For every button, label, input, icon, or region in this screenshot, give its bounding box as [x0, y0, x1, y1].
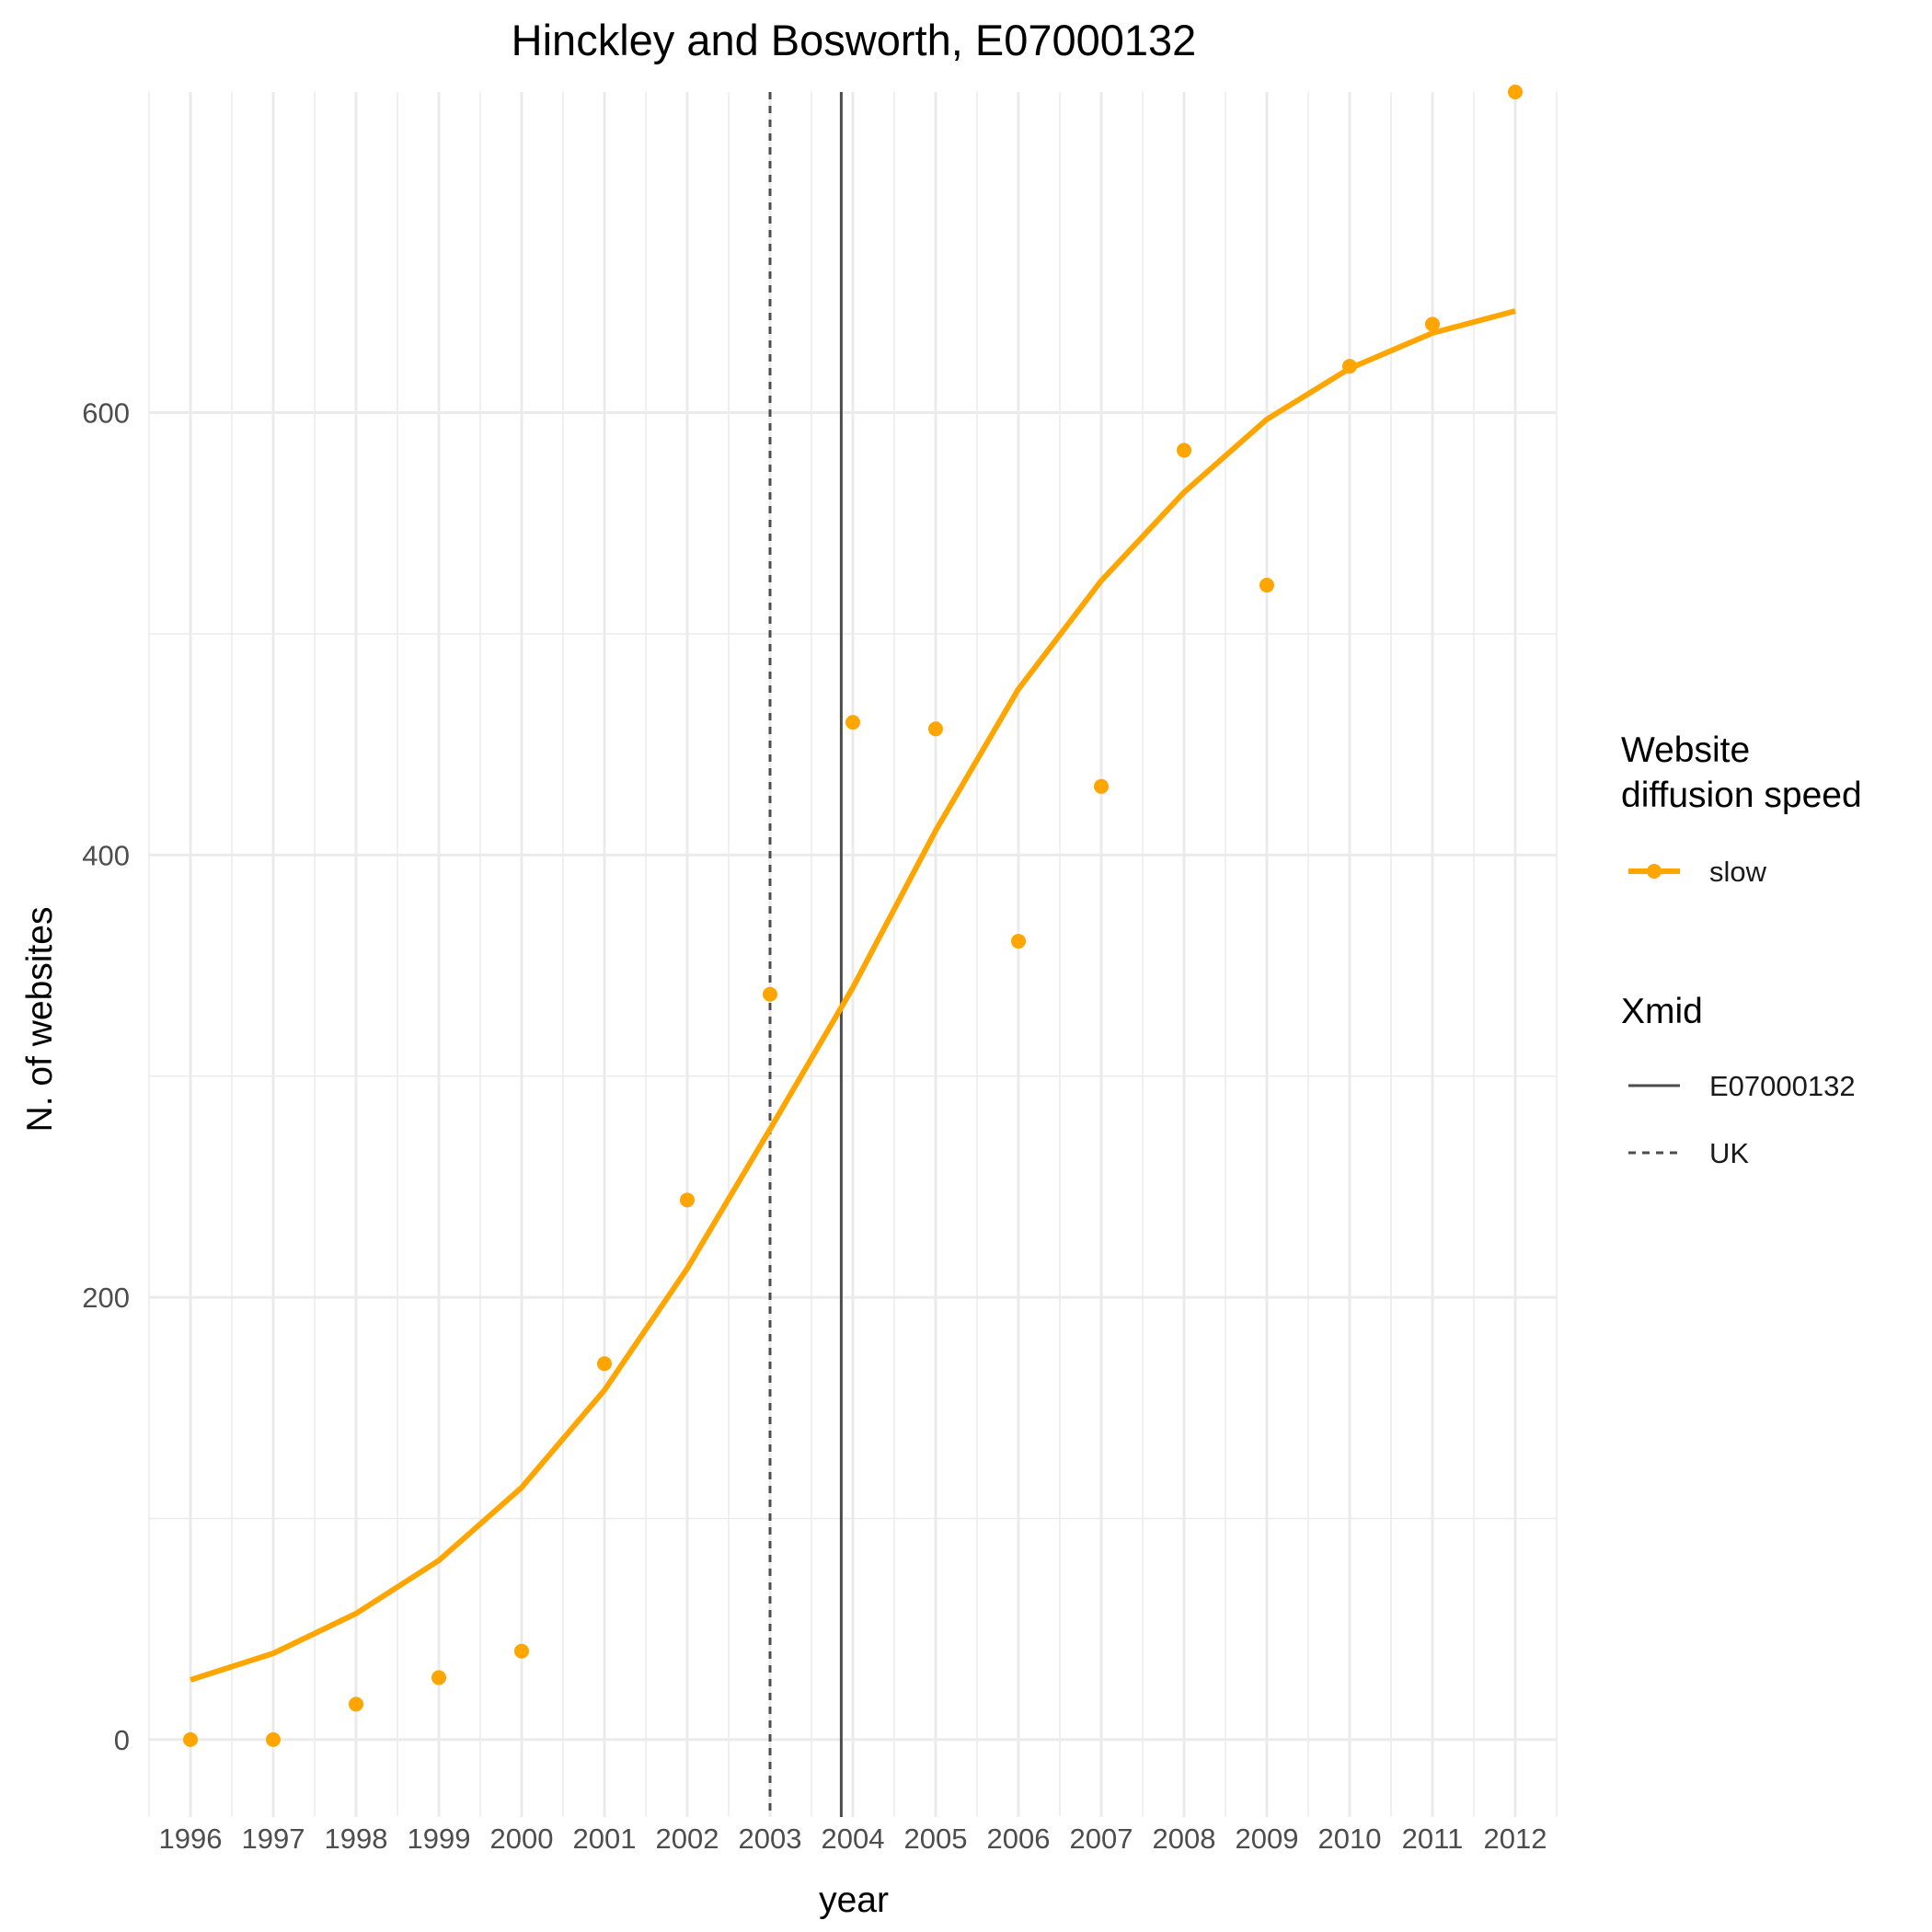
x-tick-label: 2011 [1402, 1823, 1464, 1855]
chart-title: Hinckley and Bosworth, E07000132 [512, 16, 1197, 64]
x-tick-label: 2007 [1070, 1823, 1133, 1855]
x-tick-label: 2004 [822, 1823, 885, 1855]
legend-label-e07000132: E07000132 [1709, 1070, 1856, 1102]
legend-title-line-2: diffusion speed [1621, 776, 1862, 815]
x-tick-label: 2006 [987, 1823, 1051, 1855]
data-point-2000 [514, 1643, 529, 1659]
x-tick-label: 2002 [656, 1823, 719, 1855]
data-point-2003 [763, 986, 777, 1002]
data-point-1999 [431, 1670, 446, 1685]
x-tick-label: 2003 [739, 1823, 802, 1855]
data-point-2010 [1342, 359, 1357, 374]
legend-title-xmid: Xmid [1621, 992, 1703, 1031]
x-axis-title: year [819, 1880, 889, 1920]
x-tick-labels: 1996 1997 1998 1999 2000 2001 2002 2003 2004 2005… [159, 1823, 1547, 1855]
data-point-2006 [1011, 934, 1026, 949]
y-tick-label: 600 [82, 397, 130, 430]
grid [148, 92, 1558, 1817]
data-point-1997 [266, 1731, 281, 1747]
x-tick-label: 1998 [325, 1823, 388, 1855]
y-tick-label: 400 [82, 839, 130, 871]
reference-lines [768, 92, 843, 1817]
data-point-2001 [597, 1356, 612, 1372]
data-point-2008 [1177, 443, 1191, 458]
legend-title-line-1: Website [1621, 730, 1750, 770]
x-tick-label: 1999 [408, 1823, 471, 1855]
data-point-1998 [349, 1696, 363, 1712]
x-tick-label: 2009 [1236, 1823, 1299, 1855]
x-tick-label: 2005 [904, 1823, 968, 1855]
data-point-2007 [1094, 778, 1109, 794]
data-point-2004 [845, 715, 860, 730]
y-tick-labels: 0 200 400 600 [82, 397, 130, 1756]
x-tick-label: 1997 [242, 1823, 305, 1855]
data-point-1996 [183, 1731, 198, 1747]
data-point-2009 [1259, 578, 1274, 593]
y-tick-label: 0 [114, 1724, 130, 1756]
x-tick-label: 2012 [1484, 1823, 1547, 1855]
x-tick-label: 2010 [1318, 1823, 1382, 1855]
x-tick-label: 1996 [159, 1823, 223, 1855]
x-tick-label: 2008 [1153, 1823, 1216, 1855]
legend: Website diffusion speed slow Xmid E07000… [1621, 730, 1862, 1169]
legend-key-slow-point [1647, 864, 1662, 879]
legend-label-uk: UK [1709, 1137, 1749, 1169]
series-line-slow-fit [190, 308, 1516, 1683]
legend-label-slow: slow [1709, 856, 1767, 888]
data-point-2005 [928, 721, 943, 737]
y-axis-title: N. of websites [20, 907, 60, 1133]
y-tick-label: 200 [82, 1282, 130, 1314]
x-tick-label: 2000 [490, 1823, 554, 1855]
data-point-2012 [1508, 85, 1523, 99]
data-point-2011 [1425, 316, 1440, 332]
series [183, 85, 1523, 1747]
x-tick-label: 2001 [573, 1823, 637, 1855]
data-point-2002 [680, 1192, 695, 1208]
